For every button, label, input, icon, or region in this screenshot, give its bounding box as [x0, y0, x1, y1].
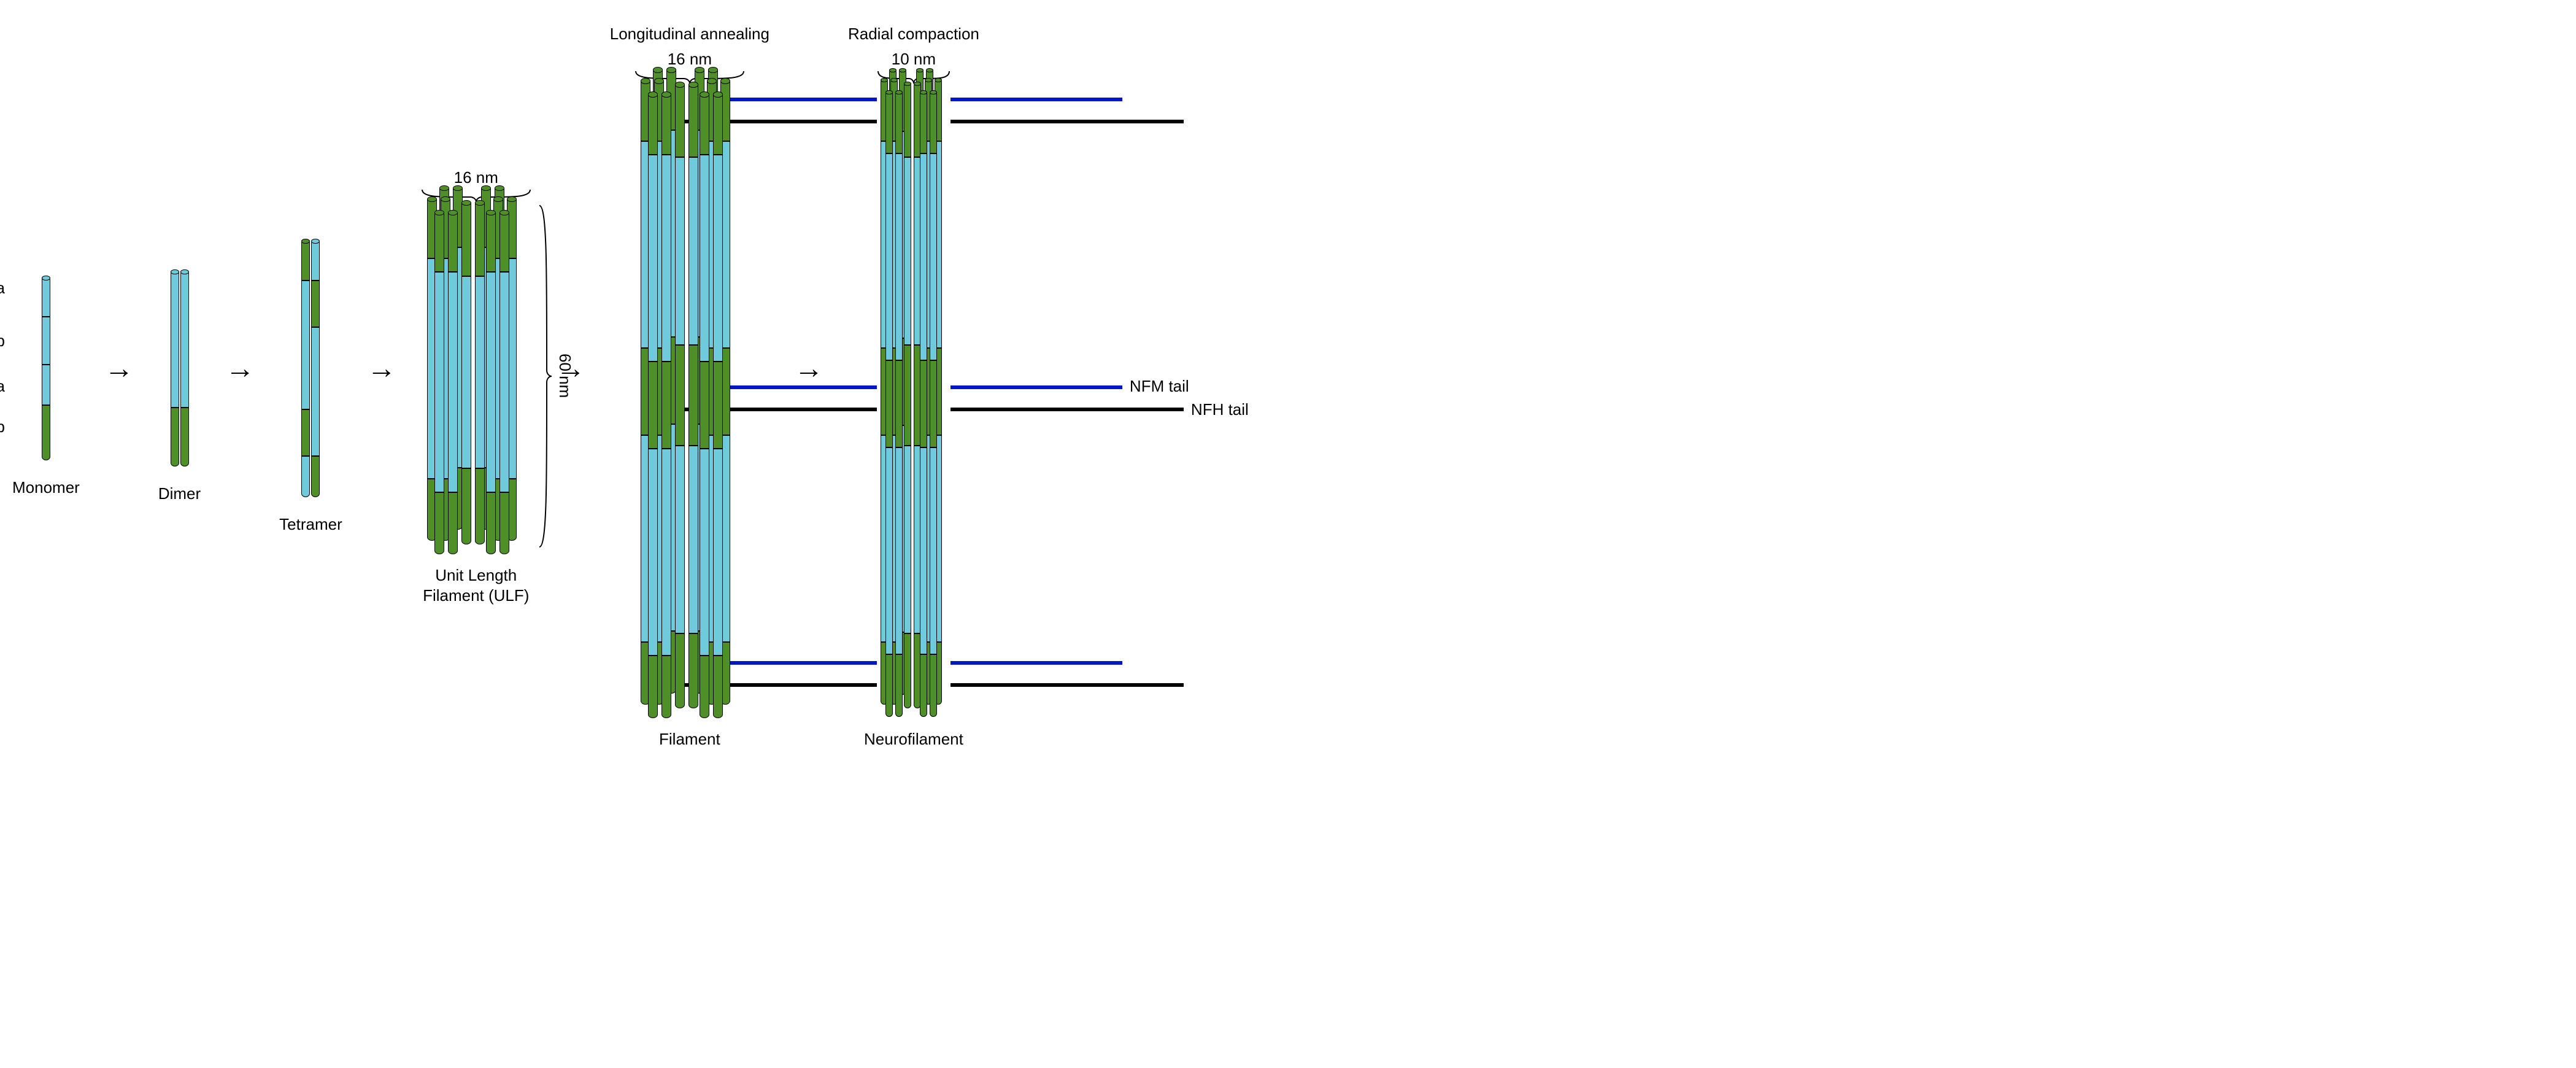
arrow-icon: → — [225, 354, 255, 420]
filament-top-label: Longitudinal annealing — [610, 25, 769, 44]
tetramer-label: Tetramer — [279, 514, 342, 535]
stage-ulf: 16 nm 60 nm Unit Length Filament (ULF) — [421, 168, 531, 607]
nfm-tail-line — [705, 661, 877, 665]
nfh-tail-line — [951, 408, 1184, 411]
nfh-tail-line — [951, 120, 1184, 123]
nfh-tail-line — [951, 683, 1184, 687]
neurofilament-width-label: 10 nm — [892, 50, 936, 69]
nfm-tail-line — [951, 385, 1122, 389]
ulf-height-brace: 60 nm — [538, 204, 574, 548]
neurofilament-cluster: NFM tailNFH tail — [877, 86, 951, 712]
arrow-icon: → — [367, 354, 396, 420]
neurofilament-label: Neurofilament — [864, 729, 963, 750]
label-2a: 2a — [0, 377, 5, 396]
filament-width-label: 16 nm — [668, 50, 712, 69]
nfm-tail-line — [705, 385, 877, 389]
label-1b: 1b — [0, 331, 5, 350]
ulf-label: Unit Length Filament (ULF) — [423, 565, 529, 607]
arrow-icon: → — [104, 354, 134, 420]
nfm-tail-line — [951, 661, 1122, 665]
dimer-label: Dimer — [158, 484, 201, 505]
tetramer-bundle — [301, 239, 320, 497]
nfm-tail-line — [951, 98, 1122, 101]
assembly-diagram: 1a 1b 2a 2b Monomer → Dimer → Tetramer →… — [12, 25, 2564, 750]
stage-monomer: 1a 1b 2a 2b Monomer — [12, 276, 80, 498]
stage-tetramer: Tetramer — [279, 239, 342, 535]
neurofilament-bundle — [877, 86, 951, 712]
filament-bundle — [634, 86, 745, 712]
dimer-bundle — [171, 270, 189, 466]
stage-neurofilament: Radial compaction 10 nm NFM tailNFH tail… — [848, 25, 979, 750]
monomer-label: Monomer — [12, 478, 80, 498]
brace-icon — [538, 204, 552, 548]
label-2b: 2b — [0, 417, 5, 436]
stage-dimer: Dimer — [158, 270, 201, 505]
neurofilament-top-label: Radial compaction — [848, 25, 979, 44]
monomer-rod — [42, 276, 50, 460]
nfm-tail-label: NFM tail — [1130, 377, 1189, 396]
label-1a: 1a — [0, 279, 5, 298]
ulf-height-label: 60 nm — [555, 354, 574, 398]
nfh-tail-label: NFH tail — [1191, 400, 1249, 419]
ulf-width-label: 16 nm — [454, 168, 498, 187]
nfm-tail-line — [705, 98, 877, 101]
filament-label: Filament — [659, 729, 720, 750]
ulf-bundle — [421, 204, 531, 548]
